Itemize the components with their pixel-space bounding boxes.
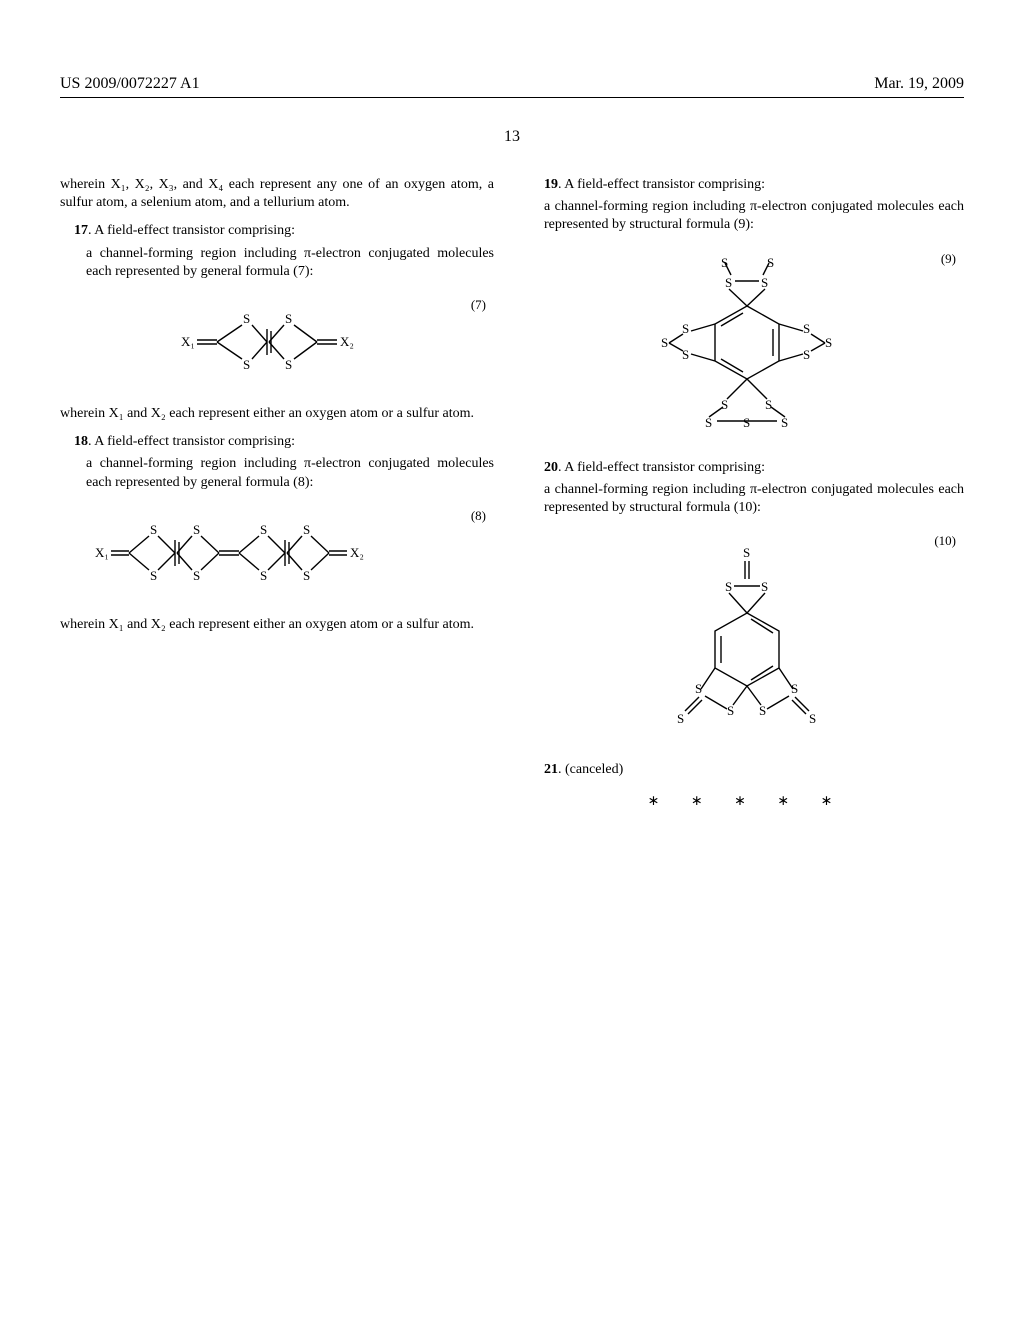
claim-20-header: 20. A field-effect transistor comprising…: [530, 459, 964, 477]
formula-7-s-bot-left: S: [243, 357, 250, 372]
formula-8-label: (8): [471, 508, 486, 525]
right-column: 19. A field-effect transistor comprising…: [530, 176, 964, 812]
claim-19-num: 19: [544, 177, 558, 192]
formula-9-label: (9): [941, 251, 956, 268]
formula-10-block: (10): [530, 533, 964, 743]
claim-19-head: . A field-effect transistor comprising:: [558, 177, 765, 192]
svg-text:S: S: [727, 703, 734, 718]
svg-text:S: S: [725, 579, 732, 594]
svg-text:X₂: X₂: [350, 545, 364, 560]
claim-17-body: a channel-forming region including π-ele…: [60, 245, 494, 281]
svg-text:S: S: [193, 568, 200, 583]
svg-text:S: S: [695, 681, 702, 696]
claim-20-head: . A field-effect transistor comprising:: [558, 460, 765, 475]
claim-17-header: 17. A field-effect transistor comprising…: [60, 222, 494, 240]
svg-text:S: S: [781, 415, 788, 430]
formula-7-s-top-left: S: [243, 311, 250, 326]
svg-text:S: S: [260, 522, 267, 537]
formula-9-svg: SS SS SS S SS S SS SSS: [627, 251, 867, 441]
claim-18-wherein: wherein X₁ and X₂ each represent either …: [60, 616, 494, 634]
page-header: US 2009/0072227 A1 Mar. 19, 2009: [60, 75, 964, 93]
svg-text:S: S: [260, 568, 267, 583]
svg-text:S: S: [303, 568, 310, 583]
claim-17-head: . A field-effect transistor comprising:: [88, 223, 295, 238]
claim-17-wherein: wherein X₁ and X₂ each represent either …: [60, 405, 494, 423]
svg-text:S: S: [303, 522, 310, 537]
formula-7-x1: X₁: [181, 334, 195, 349]
svg-text:S: S: [193, 522, 200, 537]
formula-7-s-top-right: S: [285, 311, 292, 326]
formula-7-block: (7): [60, 297, 494, 387]
claim-18-head: . A field-effect transistor comprising:: [88, 434, 295, 449]
formula-9-block: (9): [530, 251, 964, 441]
svg-text:S: S: [825, 335, 832, 350]
page-number: 13: [60, 128, 964, 146]
formula-8-block: (8): [60, 508, 494, 598]
columns: wherein X₁, X₂, X₃, and X₄ each represen…: [60, 176, 964, 812]
svg-text:S: S: [803, 347, 810, 362]
claim-18-body: a channel-forming region including π-ele…: [60, 455, 494, 491]
svg-text:S: S: [767, 255, 774, 270]
formula-7-x2: X₂: [340, 334, 354, 349]
svg-text:S: S: [791, 681, 798, 696]
svg-text:S: S: [803, 321, 810, 336]
claim-21-num: 21: [544, 762, 558, 777]
end-stars: ∗ ∗ ∗ ∗ ∗: [530, 793, 964, 811]
formula-7-svg: X₁ S S S S X₂: [147, 297, 407, 387]
claim-20-num: 20: [544, 460, 558, 475]
left-column: wherein X₁, X₂, X₃, and X₄ each represen…: [60, 176, 494, 812]
claim-21-text: . (canceled): [558, 762, 623, 777]
svg-text:S: S: [705, 415, 712, 430]
svg-text:S: S: [725, 275, 732, 290]
formula-10-label: (10): [934, 533, 956, 550]
claim-21: 21. (canceled): [530, 761, 964, 779]
svg-text:S: S: [765, 397, 772, 412]
svg-text:S: S: [677, 711, 684, 726]
svg-text:S: S: [721, 255, 728, 270]
svg-text:S: S: [809, 711, 816, 726]
formula-7-s-bot-right: S: [285, 357, 292, 372]
claim-18-num: 18: [74, 434, 88, 449]
doc-number: US 2009/0072227 A1: [60, 75, 200, 93]
svg-text:S: S: [761, 275, 768, 290]
formula-10-svg: S SS SS S SS S: [627, 533, 867, 743]
svg-text:S: S: [761, 579, 768, 594]
svg-text:S: S: [682, 347, 689, 362]
svg-text:S: S: [661, 335, 668, 350]
svg-text:X₁: X₁: [95, 545, 109, 560]
formula-7-label: (7): [471, 297, 486, 314]
svg-text:S: S: [759, 703, 766, 718]
formula-8-svg: X₁ S S S S S S S S X₂: [87, 508, 467, 598]
svg-text:S: S: [721, 397, 728, 412]
svg-text:S: S: [743, 545, 750, 560]
claim-20-body: a channel-forming region including π-ele…: [530, 481, 964, 517]
header-rule: [60, 97, 964, 98]
doc-date: Mar. 19, 2009: [874, 75, 964, 93]
claim-17-num: 17: [74, 223, 88, 238]
svg-text:S: S: [150, 568, 157, 583]
svg-text:S: S: [150, 522, 157, 537]
claim-19-body: a channel-forming region including π-ele…: [530, 198, 964, 234]
svg-text:S: S: [682, 321, 689, 336]
claim-18-header: 18. A field-effect transistor comprising…: [60, 433, 494, 451]
claim-19-header: 19. A field-effect transistor comprising…: [530, 176, 964, 194]
continued-wherein: wherein X₁, X₂, X₃, and X₄ each represen…: [60, 176, 494, 212]
svg-text:S: S: [743, 415, 750, 430]
